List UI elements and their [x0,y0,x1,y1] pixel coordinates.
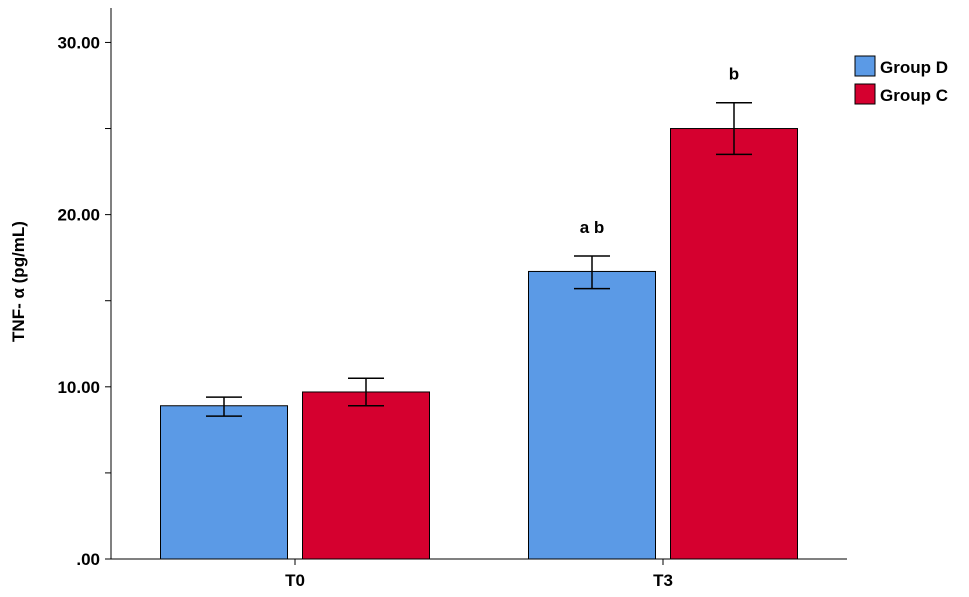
y-tick-label: 10.00 [57,378,100,397]
legend-swatch [854,55,876,77]
y-ticks: .00 10.00 20.00 30.00 [57,33,111,569]
error-bars [206,101,752,417]
legend-swatch [854,83,876,105]
y-tick-label: 20.00 [57,206,100,225]
error-bar [574,255,610,290]
y-axis-title: TNF- α (pg/mL) [9,221,28,342]
y-tick-label: .00 [76,550,100,569]
x-tick-label-t0: T0 [285,571,305,590]
significance-label: b [729,65,739,84]
annotations: a b b [580,65,739,237]
bar-group-c-t0 [302,391,430,560]
bars [160,128,798,560]
error-bar [348,377,384,407]
significance-label: a b [580,218,605,237]
y-tick-label: 30.00 [57,33,100,52]
bar-group-d-t3 [528,270,656,560]
bar-group-c-t3 [670,128,798,560]
error-bar [206,396,242,417]
legend-label: Group C [880,86,948,105]
bar-group-d-t0 [160,405,288,560]
legend: Group D Group C [854,55,948,105]
x-ticks: T0 T3 [285,559,673,590]
legend-label: Group D [880,58,948,77]
x-tick-label-t3: T3 [653,571,673,590]
error-bar [716,101,752,156]
